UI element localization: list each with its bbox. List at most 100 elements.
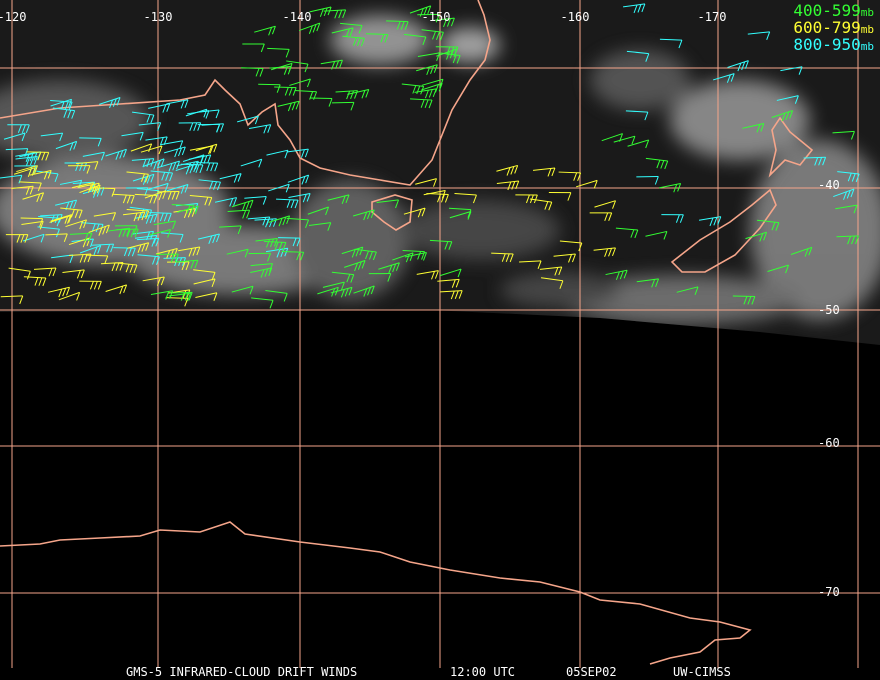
wind-barb [294, 90, 317, 93]
wind-barb [491, 252, 514, 255]
wind-barb [837, 171, 860, 175]
wind-barb [409, 5, 431, 14]
wind-barb [766, 31, 771, 41]
wind-barb [213, 144, 218, 153]
wind-barb [737, 62, 742, 72]
wind-barb [558, 266, 563, 276]
wind-barb [304, 148, 309, 158]
wind-barb [295, 101, 300, 110]
wind-barb [771, 110, 793, 118]
wind-barb [185, 261, 190, 271]
wind-barb [55, 140, 77, 150]
wind-barb [166, 103, 171, 112]
wind-barb [340, 289, 345, 298]
wind-barb [195, 164, 200, 173]
wind-barb [73, 141, 78, 150]
wind-barb [11, 185, 34, 190]
wind-barb [269, 300, 274, 309]
wind-barb [133, 225, 138, 234]
wind-barb [611, 247, 616, 257]
wind-barb [177, 205, 199, 213]
wind-barb [288, 87, 293, 96]
wind-barb [785, 111, 790, 120]
wind-barb [439, 32, 444, 41]
wind-barb [613, 135, 636, 143]
footer-product: GMS-5 INFRARED-CLOUD DRIFT WINDS [126, 665, 357, 679]
wind-barb [344, 288, 349, 297]
wind-barb [65, 219, 87, 228]
wind-barb [278, 237, 301, 239]
wind-barb [353, 285, 375, 294]
wind-barb [284, 248, 289, 257]
wind-barb [510, 166, 515, 175]
wind-barb [433, 178, 437, 187]
wind-barb [294, 199, 299, 209]
wind-barb [260, 269, 265, 278]
wind-barb [363, 288, 368, 297]
wind-barb [250, 267, 272, 273]
wind-barb [423, 7, 428, 16]
wind-barb [105, 284, 127, 292]
wind-barb [309, 91, 314, 100]
wind-barb [196, 246, 201, 256]
wind-barb [168, 292, 191, 297]
wind-barb [269, 263, 274, 272]
wind-barb [814, 157, 819, 166]
wind-barb [0, 174, 22, 179]
footer-source: UW-CIMSS [673, 665, 731, 679]
wind-barb [87, 253, 92, 263]
wind-barb [233, 197, 238, 206]
wind-barb [132, 111, 154, 116]
wind-barb [153, 235, 158, 244]
wind-barb [41, 152, 46, 161]
wind-barb [175, 259, 198, 263]
wind-barb [675, 214, 680, 223]
wind-barb [211, 278, 216, 288]
wind-barb [79, 220, 84, 230]
wind-barb [106, 244, 111, 253]
wind-barb [180, 185, 185, 194]
wind-barb [419, 8, 424, 17]
wind-barb [185, 166, 190, 175]
wind-barb [193, 122, 198, 131]
wind-barb [578, 242, 583, 252]
wind-barb [327, 194, 350, 201]
wind-barb [308, 25, 313, 34]
wind-barb [395, 262, 400, 271]
wind-barb [568, 254, 572, 263]
wind-barb [122, 149, 127, 158]
wind-barb [429, 239, 452, 243]
wind-barb [156, 277, 161, 286]
wind-barb [615, 227, 638, 231]
wind-barb [209, 181, 214, 190]
latitude-labels: -40 -50 -60 -70 [818, 178, 840, 599]
wind-barb [601, 133, 623, 142]
wind-barb [451, 279, 456, 288]
wind-barb [203, 155, 208, 164]
wind-barb [145, 242, 150, 251]
wind-barb [284, 150, 289, 159]
wind-barb [604, 248, 609, 257]
wind-barb [170, 253, 175, 263]
wind-barb [33, 267, 56, 270]
wind-barb [472, 194, 477, 204]
wind-barb [453, 48, 458, 58]
legend: 400-599mb 600-799mb 800-950mb [793, 1, 874, 54]
wind-barb [322, 281, 345, 288]
wind-barb [430, 65, 434, 74]
wind-barb [636, 278, 659, 283]
wind-barb [268, 215, 290, 223]
wind-barb [149, 195, 154, 204]
wind-barb [798, 66, 803, 75]
wind-barb [195, 162, 218, 164]
wind-barb [855, 235, 859, 245]
wind-barb [247, 216, 270, 220]
longitude-label: -170 [698, 10, 727, 24]
wind-barb [181, 261, 186, 271]
wind-barb [150, 231, 154, 240]
wind-barb [121, 131, 144, 137]
wind-barb [146, 114, 151, 123]
wind-barb [199, 156, 204, 165]
wind-barb [123, 284, 128, 294]
